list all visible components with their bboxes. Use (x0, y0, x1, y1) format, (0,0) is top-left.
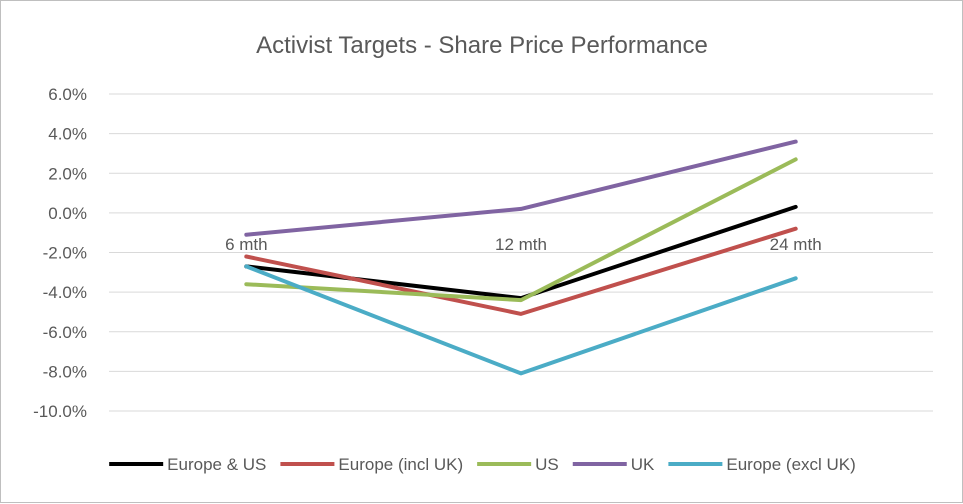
y-tick-label: -10.0% (33, 402, 87, 421)
y-tick-label: -6.0% (43, 323, 87, 342)
legend-item: UK (572, 455, 655, 474)
y-tick-label: -2.0% (43, 244, 87, 263)
y-tick-label: -8.0% (43, 362, 87, 381)
legend-item: Europe (excl UK) (668, 455, 856, 474)
series-line (244, 157, 798, 303)
series-line (244, 226, 798, 316)
y-tick-label: -4.0% (43, 283, 87, 302)
y-tick-label: 4.0% (48, 125, 87, 144)
legend-label: Europe (excl UK) (726, 455, 855, 474)
y-tick-label: 2.0% (48, 164, 87, 183)
series-line (244, 139, 798, 237)
gridlines (109, 93, 933, 412)
series-lines (244, 139, 798, 376)
y-axis-tick-labels: 6.0% 4.0% 2.0% 0.0% -2.0% -4.0% -6.0% -8.0% -10.… (33, 85, 87, 421)
legend-item: US (477, 455, 559, 474)
legend-label: Europe (incl UK) (338, 455, 463, 474)
chart-title: Activist Targets - Share Price Performan… (256, 32, 708, 59)
legend-label: US (535, 455, 559, 474)
x-category-label: 24 mth (770, 235, 822, 254)
legend-item: Europe & US (109, 455, 266, 474)
legend-item: Europe (incl UK) (280, 455, 463, 474)
y-tick-label: 0.0% (48, 204, 87, 223)
y-tick-label: 6.0% (48, 85, 87, 104)
legend: Europe & US Europe (incl UK) US UK Europe (e… (109, 455, 856, 474)
legend-label: Europe & US (167, 455, 266, 474)
x-category-label: 12 mth (495, 235, 547, 254)
x-category-label: 6 mth (225, 235, 268, 254)
legend-label: UK (631, 455, 655, 474)
series-line (244, 264, 798, 376)
x-axis-category-labels: 6 mth 12 mth 24 mth (225, 235, 822, 254)
